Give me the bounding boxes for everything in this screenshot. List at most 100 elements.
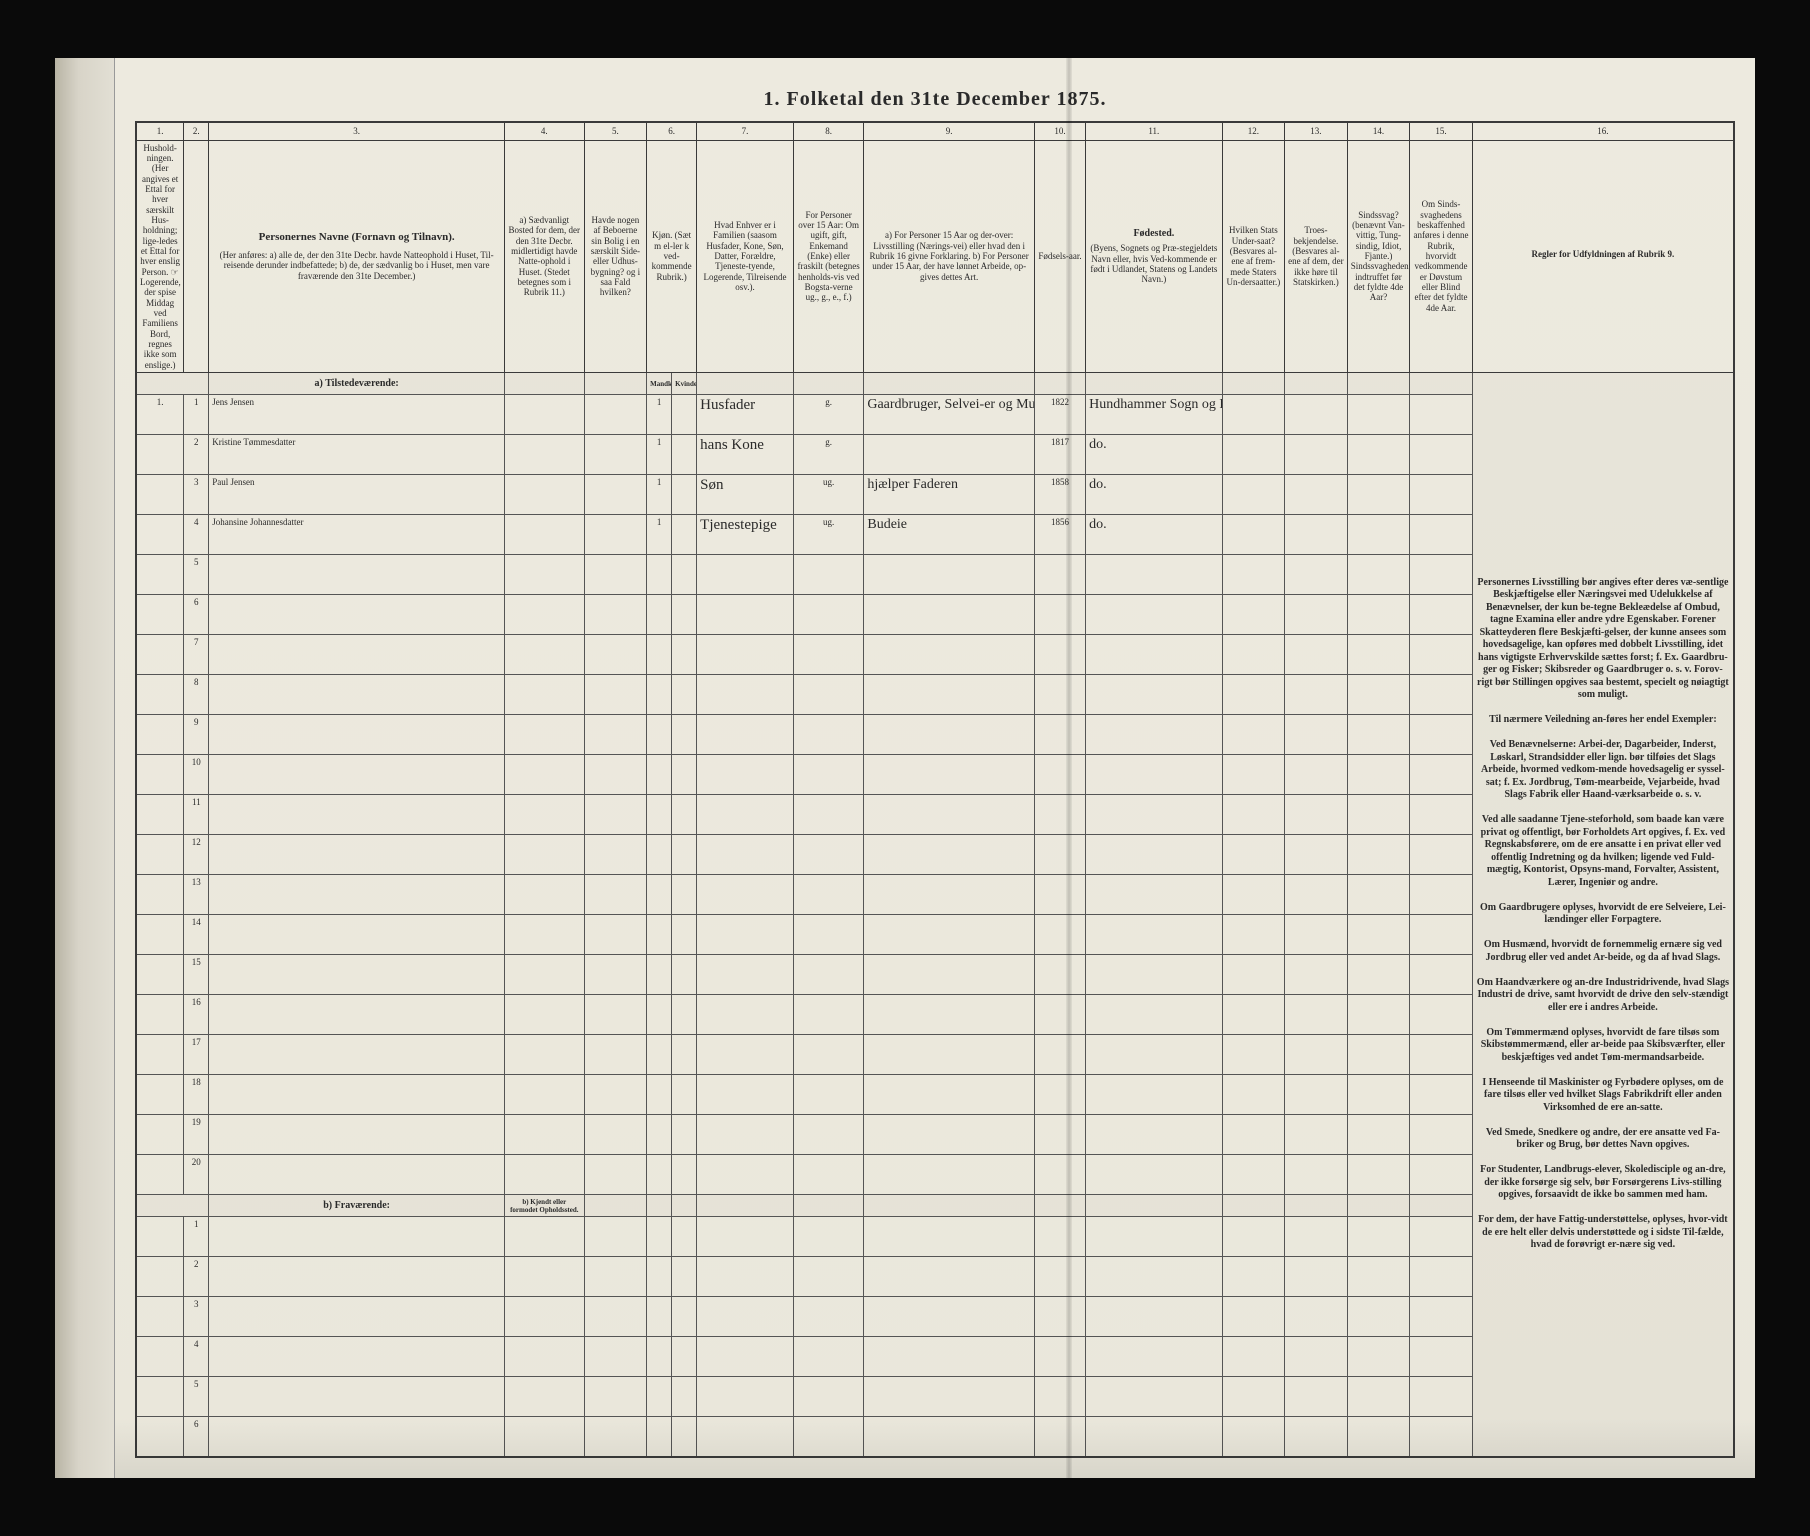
cell-civil: ug.	[793, 515, 864, 555]
cell-rownum: 18	[184, 1075, 209, 1115]
cell-rownum: 8	[184, 675, 209, 715]
book-spine-shadow	[1066, 58, 1072, 1478]
cell-5	[584, 515, 647, 555]
hdr-6: Kjøn. (Sæt m el-ler k ved-kommende Rubri…	[647, 140, 697, 373]
cell-relation: Husfader	[697, 395, 794, 435]
cell-rownum: 1	[184, 1217, 209, 1257]
hdr-7: Hvad Enhver er i Familien (saasom Husfad…	[697, 140, 794, 373]
hdr-12: Hvilken Stats Under-saat? (Besvares al-e…	[1222, 140, 1285, 373]
cell-13	[1285, 395, 1348, 435]
cell-birthyear: 1858	[1034, 475, 1085, 515]
section-a-label: a) Tilstedeværende:	[209, 373, 505, 395]
cell-name: Kristine Tømmesdatter	[209, 435, 505, 475]
cell-rownum: 4	[184, 1337, 209, 1377]
cell-rownum: 2	[184, 1257, 209, 1297]
cell-rownum: 20	[184, 1155, 209, 1195]
cell-4	[504, 515, 584, 555]
hdr-15: Om Sinds-svaghedens beskaffenhed anføres…	[1410, 140, 1473, 373]
section-b-label: b) Fraværende:	[209, 1195, 505, 1217]
hdr-13: Troes-bekjendelse. (Besvares al-ene af d…	[1285, 140, 1348, 373]
hdr-4: a) Sædvanligt Bosted for dem, der den 31…	[504, 140, 584, 373]
cell-14	[1347, 435, 1410, 475]
page-title: 1. Folketal den 31te December 1875.	[135, 88, 1735, 111]
cell-civil: g.	[793, 435, 864, 475]
cell-13	[1285, 435, 1348, 475]
cell-sex-m: 1	[647, 475, 672, 515]
cell-rownum: 14	[184, 915, 209, 955]
colnum-14: 14.	[1347, 122, 1410, 140]
colnum-6: 6.	[647, 122, 697, 140]
cell-5	[584, 435, 647, 475]
cell-rownum: 2	[184, 435, 209, 475]
book-left-edge	[55, 58, 115, 1478]
colnum-2: 2.	[184, 122, 209, 140]
cell-occupation	[864, 435, 1035, 475]
cell-birthplace: do.	[1086, 475, 1222, 515]
cell-rownum: 4	[184, 515, 209, 555]
cell-relation: Søn	[697, 475, 794, 515]
cell-relation: hans Kone	[697, 435, 794, 475]
cell-rownum: 12	[184, 835, 209, 875]
cell-14	[1347, 475, 1410, 515]
hdr-11-body: (Byens, Sognets og Præ-stegjeldets Navn …	[1089, 243, 1218, 284]
instructions-text: Personernes Livsstilling bør angives eft…	[1472, 373, 1734, 1457]
cell-rownum: 13	[184, 875, 209, 915]
cell-5	[584, 475, 647, 515]
cell-12	[1222, 435, 1285, 475]
cell-4	[504, 435, 584, 475]
cell-rownum: 7	[184, 635, 209, 675]
hdr-16: Regler for Udfyldningen af Rubrik 9.	[1472, 140, 1734, 373]
cell-4	[504, 475, 584, 515]
colnum-3: 3.	[209, 122, 505, 140]
cell-civil: g.	[793, 395, 864, 435]
cell-sex-k	[672, 435, 697, 475]
cell-household	[136, 475, 184, 515]
cell-12	[1222, 475, 1285, 515]
cell-birthplace: do.	[1086, 435, 1222, 475]
hdr-11: Fødested. (Byens, Sognets og Præ-stegjel…	[1086, 140, 1222, 373]
hdr-5: Havde nogen af Beboerne sin Bolig i en s…	[584, 140, 647, 373]
scan-frame: 1. Folketal den 31te December 1875.	[55, 58, 1755, 1478]
hdr-14: Sindssvag? (benævnt Van-vittig, Tung-sin…	[1347, 140, 1410, 373]
cell-occupation: hjælper Faderen	[864, 475, 1035, 515]
colnum-13: 13.	[1285, 122, 1348, 140]
cell-household	[136, 515, 184, 555]
column-number-row: 1. 2. 3. 4. 5. 6. 7. 8. 9. 10. 11. 12. 1…	[136, 122, 1734, 140]
cell-household	[136, 435, 184, 475]
cell-13	[1285, 475, 1348, 515]
colnum-5: 5.	[584, 122, 647, 140]
cell-rownum: 1	[184, 395, 209, 435]
colnum-7: 7.	[697, 122, 794, 140]
page-bottom-shadow	[115, 1418, 1755, 1478]
cell-birthplace: do.	[1086, 515, 1222, 555]
colnum-10: 10.	[1034, 122, 1085, 140]
cell-household: 1.	[136, 395, 184, 435]
cell-birthyear: 1817	[1034, 435, 1085, 475]
colnum-15: 15.	[1410, 122, 1473, 140]
cell-rownum: 9	[184, 715, 209, 755]
cell-rownum: 6	[184, 595, 209, 635]
hdr-10: Fødsels-aar.	[1034, 140, 1085, 373]
cell-sex-k	[672, 475, 697, 515]
column-header-row: Hushold-ningen. (Her angives et Ettal fo…	[136, 140, 1734, 373]
cell-occupation: Budeie	[864, 515, 1035, 555]
cell-14	[1347, 395, 1410, 435]
cell-birthyear: 1822	[1034, 395, 1085, 435]
section-b-col4: b) Kjendt eller formodet Opholdssted.	[504, 1195, 584, 1217]
census-ledger-table: 1. 2. 3. 4. 5. 6. 7. 8. 9. 10. 11. 12. 1…	[135, 121, 1735, 1458]
cell-13	[1285, 515, 1348, 555]
hdr-9: a) For Personer 15 Aar og der-over: Livs…	[864, 140, 1035, 373]
cell-rownum: 15	[184, 955, 209, 995]
cell-sex-m: 1	[647, 435, 672, 475]
ledger-page: 1. Folketal den 31te December 1875.	[115, 58, 1755, 1478]
hdr-3-body: (Her anføres: a) alle de, der den 31te D…	[212, 250, 501, 281]
colnum-11: 11.	[1086, 122, 1222, 140]
cell-sex-m: 1	[647, 395, 672, 435]
cell-5	[584, 395, 647, 435]
hdr-3-title: Personernes Navne (Fornavn og Tilnavn).	[212, 231, 501, 244]
section-a-label-row: a) Tilstedeværende: Mandkjøn.Kvindekjøn.…	[136, 373, 1734, 395]
cell-name: Johansine Johannesdatter	[209, 515, 505, 555]
cell-sex-k	[672, 515, 697, 555]
cell-rownum: 10	[184, 755, 209, 795]
cell-name: Paul Jensen	[209, 475, 505, 515]
